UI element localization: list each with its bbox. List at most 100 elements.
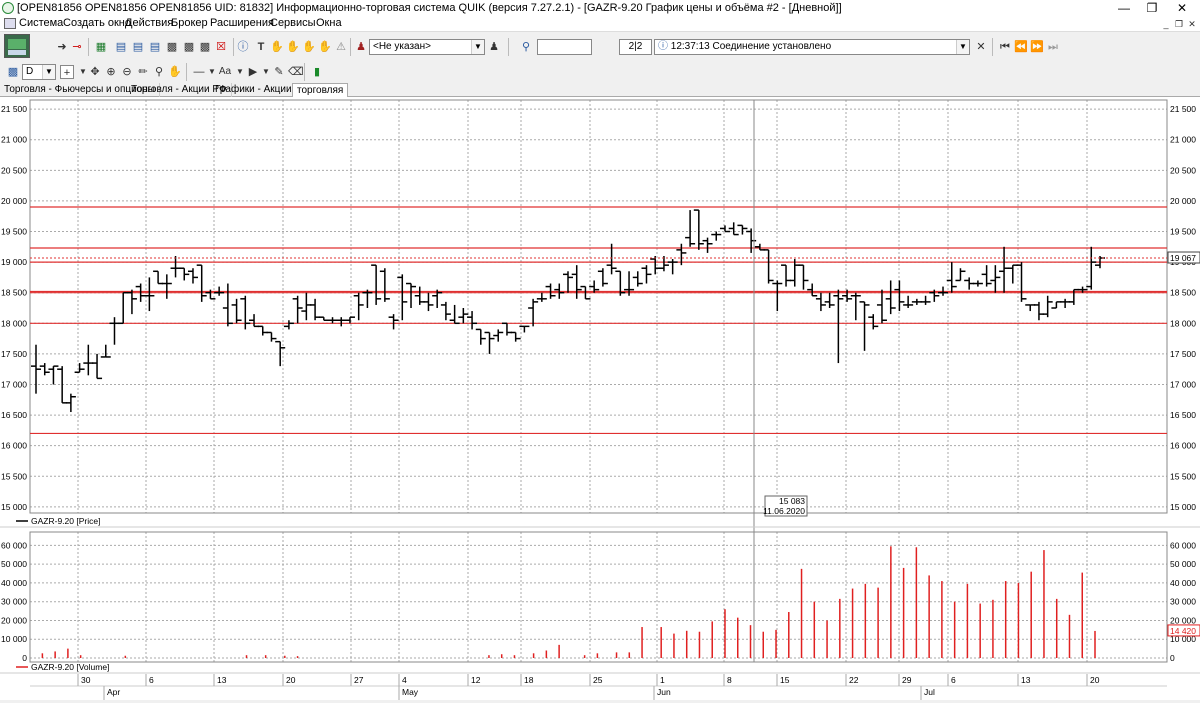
- disconnect-icon[interactable]: ✕: [976, 41, 986, 53]
- delete-table-icon[interactable]: ☒: [216, 41, 226, 53]
- indicator-icon[interactable]: ▮: [313, 66, 321, 78]
- volume-tick-label-left: 30 000: [1, 597, 27, 607]
- ohlc-bar: [685, 210, 696, 247]
- cursor-date: 11.06.2020: [763, 506, 805, 516]
- line-tool-icon[interactable]: —: [193, 66, 205, 78]
- new-table-icon[interactable]: ▦: [95, 41, 107, 53]
- chevron-down-icon[interactable]: ▼: [79, 67, 87, 76]
- ohlc-bar: [467, 311, 478, 330]
- hand-sell-icon[interactable]: ✋: [286, 41, 300, 53]
- account-select[interactable]: <Не указан> ▼: [369, 39, 485, 55]
- mdi-restore-icon[interactable]: ❐: [1174, 19, 1184, 29]
- menu-actions[interactable]: Действия: [125, 17, 174, 29]
- client-info-icon[interactable]: ♟: [489, 41, 499, 53]
- chevron-down-icon[interactable]: ▼: [956, 40, 969, 54]
- hands-icon[interactable]: ✋: [302, 41, 316, 53]
- volume-tick-label-right: 40 000: [1170, 578, 1196, 588]
- first-icon[interactable]: ⏮: [1000, 41, 1010, 53]
- client-portfolio-icon[interactable]: ♟: [356, 41, 366, 53]
- minimize-button[interactable]: —: [1118, 1, 1130, 15]
- menu-extensions[interactable]: Расширения: [210, 17, 274, 29]
- next-icon[interactable]: ⏩: [1030, 41, 1044, 53]
- chevron-down-icon[interactable]: ▼: [208, 67, 216, 76]
- tab-trading-active[interactable]: торговляя: [292, 83, 349, 97]
- date-tick-label: 27: [354, 675, 364, 685]
- chevron-down-icon[interactable]: ▼: [236, 67, 244, 76]
- main-toolbar: ➜ ⊸ ▦ ▤ ▤ ▤ ▩ ▩ ▩ ☒ ⓘ T ✋ ✋ ✋ ✋ ⚠ ♟ <Не …: [0, 31, 1200, 61]
- eraser-icon[interactable]: ⌫: [288, 66, 304, 78]
- trades-table-icon[interactable]: ▤: [132, 41, 144, 53]
- text-tool-icon[interactable]: T: [257, 41, 265, 53]
- move-icon[interactable]: ✥: [90, 66, 100, 78]
- crosshair-icon[interactable]: +: [60, 65, 74, 79]
- system-menu-icon[interactable]: [4, 18, 16, 29]
- price-tick-label-left: 20 000: [1, 196, 27, 206]
- ohlc-bar: [868, 314, 879, 330]
- menu-system[interactable]: Система: [19, 17, 64, 29]
- price-tick-label-right: 18 500: [1170, 288, 1196, 298]
- ohlc-bar: [999, 246, 1010, 293]
- order-arrow-icon[interactable]: ➜: [57, 41, 67, 53]
- ohlc-bar: [388, 314, 399, 330]
- hand-buy-icon[interactable]: ✋: [270, 41, 284, 53]
- ohlc-bar: [266, 331, 277, 342]
- last-icon[interactable]: ⏭: [1048, 41, 1058, 53]
- menu-broker[interactable]: Брокер: [171, 17, 208, 29]
- ohlc-bar: [257, 325, 268, 336]
- alert-icon[interactable]: ⚠: [336, 41, 346, 53]
- limits-table-icon[interactable]: ▩: [199, 41, 211, 53]
- interval-select[interactable]: D ▼: [22, 64, 56, 80]
- ohlc-bar: [1033, 301, 1044, 321]
- menu-services[interactable]: Сервисы: [270, 17, 316, 29]
- ohlc-bar: [161, 274, 172, 299]
- arrow-marker-icon[interactable]: ▶: [248, 66, 258, 78]
- ohlc-bar: [240, 295, 251, 330]
- zoom-in-icon[interactable]: ⊕: [106, 66, 116, 78]
- zoom-out-icon[interactable]: ⊖: [122, 66, 132, 78]
- price-tick-label-left: 15 000: [1, 502, 27, 512]
- chart-window[interactable]: 15 000 15 000 15 500 15 500 16 000 16 000 16 5…: [0, 97, 1200, 700]
- position-table-icon[interactable]: ▩: [183, 41, 195, 53]
- ohlc-bar: [118, 291, 129, 325]
- ruler-icon[interactable]: ✏: [138, 66, 148, 78]
- tab-stocks-trading[interactable]: Торговля - Акции РФ: [127, 83, 232, 97]
- brush-icon[interactable]: ✎: [274, 66, 284, 78]
- prev-icon[interactable]: ⏪: [1014, 41, 1028, 53]
- ohlc-bar: [1042, 295, 1053, 318]
- ohlc-bar: [126, 289, 137, 315]
- info-icon[interactable]: ⓘ: [237, 41, 249, 53]
- tab-futures-options[interactable]: Торговля - Фьючерсы и опционы: [0, 83, 160, 97]
- orders-table-icon[interactable]: ▤: [149, 41, 161, 53]
- chart-window-icon[interactable]: ▩: [166, 41, 178, 53]
- magnifier-icon[interactable]: ⚲: [154, 66, 164, 78]
- chevron-down-icon[interactable]: ▼: [262, 67, 270, 76]
- text-label-icon[interactable]: Aa: [218, 66, 232, 77]
- quik-logo-icon[interactable]: [4, 34, 30, 58]
- price-tick-label-left: 21 500: [1, 104, 27, 114]
- ohlc-bar: [1051, 301, 1062, 309]
- ohlc-bar: [510, 331, 521, 342]
- quotes-table-icon[interactable]: ▤: [115, 41, 127, 53]
- chevron-down-icon[interactable]: ▼: [42, 65, 55, 79]
- chart-type-icon[interactable]: ▩: [7, 66, 19, 78]
- mdi-minimize-icon[interactable]: _: [1163, 19, 1169, 29]
- last-price-label: 19 067: [1170, 253, 1196, 263]
- ohlc-bar: [972, 280, 983, 287]
- menu-create-window[interactable]: Создать окно: [63, 17, 131, 29]
- mdi-close-icon[interactable]: ✕: [1188, 19, 1196, 29]
- hands-settings-icon[interactable]: ✋: [318, 41, 332, 53]
- close-button[interactable]: ✕: [1176, 1, 1188, 15]
- info-circle-icon: ⓘ: [658, 41, 668, 52]
- search-input[interactable]: [537, 39, 592, 55]
- ohlc-bar: [615, 270, 626, 296]
- toolbar-separator: [304, 63, 305, 81]
- restore-button[interactable]: ❐: [1146, 1, 1158, 15]
- cancel-orders-icon[interactable]: ⊸: [72, 41, 82, 53]
- menu-windows[interactable]: Окна: [316, 17, 342, 29]
- connection-status[interactable]: ⓘ 12:37:13 Соединение установлено ▼: [654, 39, 970, 55]
- search-icon[interactable]: ⚲: [521, 41, 531, 53]
- hand-icon[interactable]: ✋: [168, 66, 182, 78]
- ohlc-bar: [283, 320, 294, 330]
- chevron-down-icon[interactable]: ▼: [471, 40, 484, 54]
